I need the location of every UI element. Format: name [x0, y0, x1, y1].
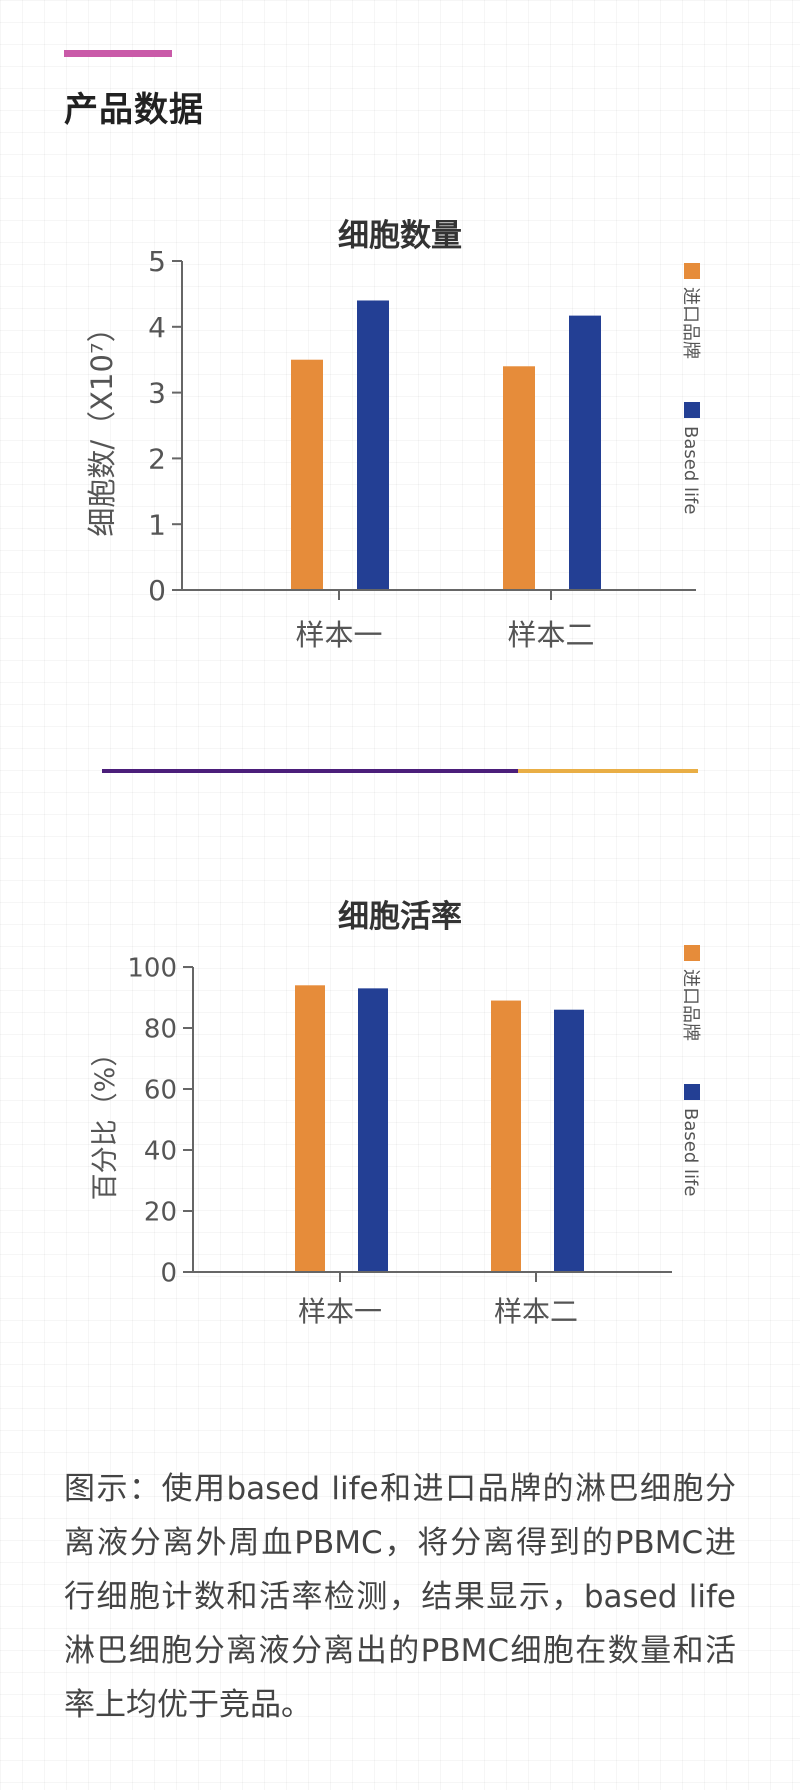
divider-segment-orange [518, 769, 698, 773]
y-tick-label: 1 [148, 508, 166, 541]
y-tick-label: 5 [148, 245, 166, 278]
accent-bar [64, 50, 172, 57]
section-divider [102, 769, 698, 773]
chart-cell-count-svg: 0 1 2 3 4 5 样本一 样本二 细胞数/（X10⁷） 进口品牌 Based life [85, 245, 701, 652]
legend-swatch [684, 402, 700, 418]
chart-title: 细胞数量 [338, 218, 462, 254]
y-axis-label: 百分比（%） [90, 1040, 121, 1201]
divider-segment-purple [102, 769, 518, 773]
bar-based-2 [569, 315, 601, 590]
bar-import-2 [491, 1000, 521, 1272]
legend-swatch [684, 945, 700, 961]
y-tick-label: 60 [144, 1075, 177, 1105]
x-category-label: 样本一 [295, 618, 382, 652]
x-category-label: 样本一 [298, 1295, 382, 1328]
y-tick-label: 40 [144, 1136, 177, 1166]
y-tick-label: 3 [148, 377, 166, 410]
bar-based-1 [357, 300, 389, 590]
legend-swatch [684, 1084, 700, 1100]
y-tick-label: 2 [148, 442, 166, 475]
legend-label: 进口品牌 [680, 287, 701, 359]
x-category-label: 样本二 [494, 1295, 578, 1328]
y-tick-label: 0 [148, 574, 166, 607]
legend-label: 进口品牌 [680, 969, 701, 1041]
chart-cell-viability-svg: 0 20 40 60 80 100 样本一 样本二 百分比（%） 进口品牌 Based life [90, 945, 701, 1328]
y-tick-label: 80 [144, 1014, 177, 1044]
y-tick-label: 100 [127, 953, 177, 983]
y-tick-label: 0 [160, 1258, 177, 1288]
y-tick-label: 20 [144, 1197, 177, 1227]
bar-import-1 [295, 985, 325, 1272]
legend-label: Based life [680, 1108, 701, 1196]
y-tick-label: 4 [148, 311, 166, 344]
y-axis-label: 细胞数/（X10⁷） [85, 313, 119, 536]
x-category-label: 样本二 [507, 618, 594, 652]
legend-swatch [684, 263, 700, 279]
bar-import-2 [503, 366, 535, 590]
figure-caption: 图示：使用based life和进口品牌的淋巴细胞分离液分离外周血PBMC，将分… [64, 1471, 736, 1723]
bar-based-1 [358, 988, 388, 1272]
legend-label: Based life [680, 426, 701, 514]
section-title: 产品数据 [64, 90, 204, 130]
bar-based-2 [554, 1009, 584, 1272]
bar-import-1 [291, 359, 323, 590]
chart-title: 细胞活率 [338, 899, 462, 935]
